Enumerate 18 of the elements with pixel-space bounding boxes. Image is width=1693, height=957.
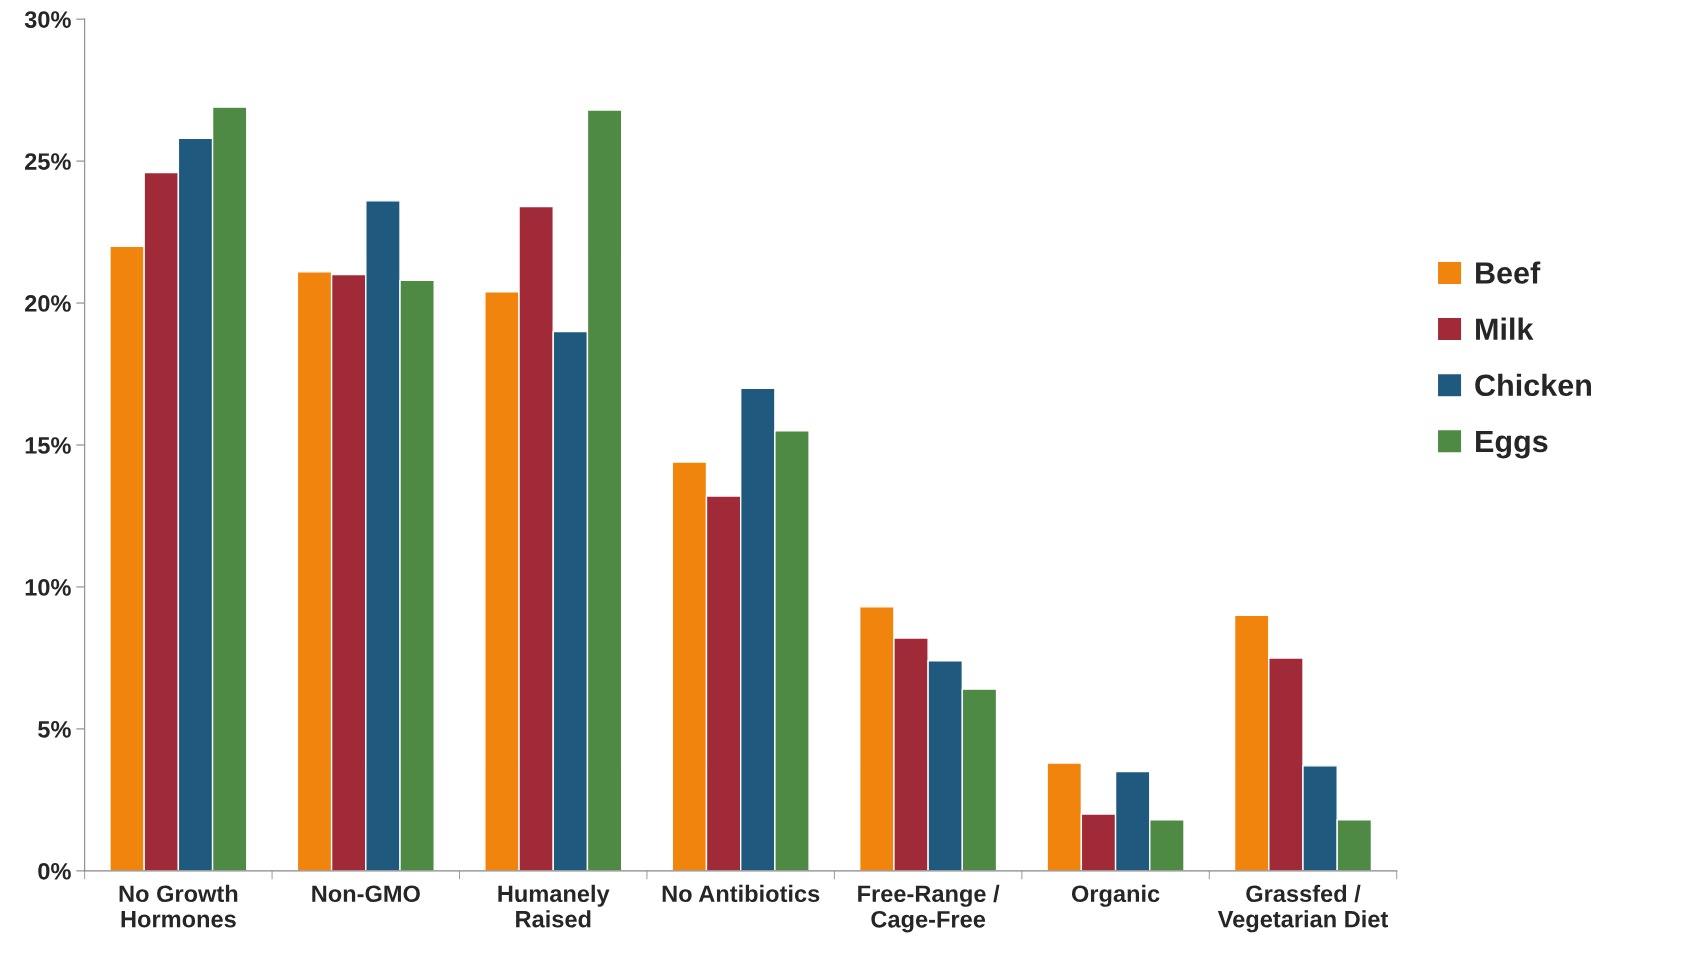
- y-tick-label: 20%: [25, 295, 71, 312]
- x-tick-label: No Growth Hormones: [119, 884, 238, 928]
- legend-label: Chicken: [1475, 373, 1591, 397]
- y-tick-label: 15%: [25, 437, 71, 454]
- legend-label: Milk: [1476, 317, 1534, 340]
- x-tick-label: Humanely Raised: [498, 884, 610, 928]
- y-tick-label: 10%: [25, 579, 71, 596]
- x-tick-label: Organic: [1071, 884, 1160, 907]
- y-tick-label: 25%: [25, 153, 71, 170]
- legend-label: Beef: [1476, 261, 1541, 284]
- x-tick-label: Non-GMO: [312, 885, 420, 903]
- x-tick-label: Free-Range / Cage-Free: [858, 884, 1000, 933]
- legend-label: Eggs: [1476, 430, 1548, 459]
- y-tick-label: 30%: [24, 11, 71, 28]
- y-tick-label: 5%: [38, 721, 71, 738]
- y-tick-label: 0%: [38, 862, 71, 880]
- x-tick-label: No Antibiotics: [662, 884, 820, 903]
- x-tick-label: Grassfed / Vegetarian Diet: [1217, 884, 1389, 933]
